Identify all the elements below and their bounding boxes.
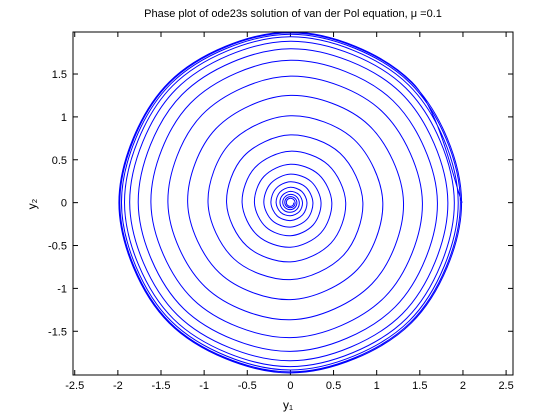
y-tick-label: -1 bbox=[57, 283, 67, 295]
y-tick-label: 1 bbox=[61, 112, 67, 124]
x-tick-label: 0 bbox=[287, 380, 293, 392]
y-tick-label: -1.5 bbox=[48, 326, 67, 338]
x-axis-label: y₁ bbox=[283, 398, 293, 412]
y-tick-label: -0.5 bbox=[48, 241, 67, 253]
x-tick-label: 0.5 bbox=[326, 380, 341, 392]
y-tick-label: 0 bbox=[61, 198, 67, 210]
y-tick-label: 1.5 bbox=[52, 69, 67, 81]
x-tick-label: -2.5 bbox=[65, 380, 84, 392]
x-tick-label: 2 bbox=[460, 380, 466, 392]
x-tick-label: 2.5 bbox=[498, 380, 513, 392]
y-tick-label: 0.5 bbox=[52, 155, 67, 167]
x-tick-label: -2 bbox=[113, 380, 123, 392]
x-tick-label: 1.5 bbox=[412, 380, 427, 392]
x-tick-label: 1 bbox=[374, 380, 380, 392]
axes-box bbox=[72, 31, 514, 376]
chart-title: Phase plot of ode23s solution of van der… bbox=[144, 8, 442, 20]
x-tick-label: -0.5 bbox=[238, 380, 257, 392]
plot-area bbox=[73, 32, 513, 375]
y-axis-label: y₂ bbox=[25, 198, 39, 209]
x-tick-label: -1.5 bbox=[152, 380, 171, 392]
x-tick-label: -1 bbox=[199, 380, 209, 392]
data-line bbox=[118, 31, 463, 374]
